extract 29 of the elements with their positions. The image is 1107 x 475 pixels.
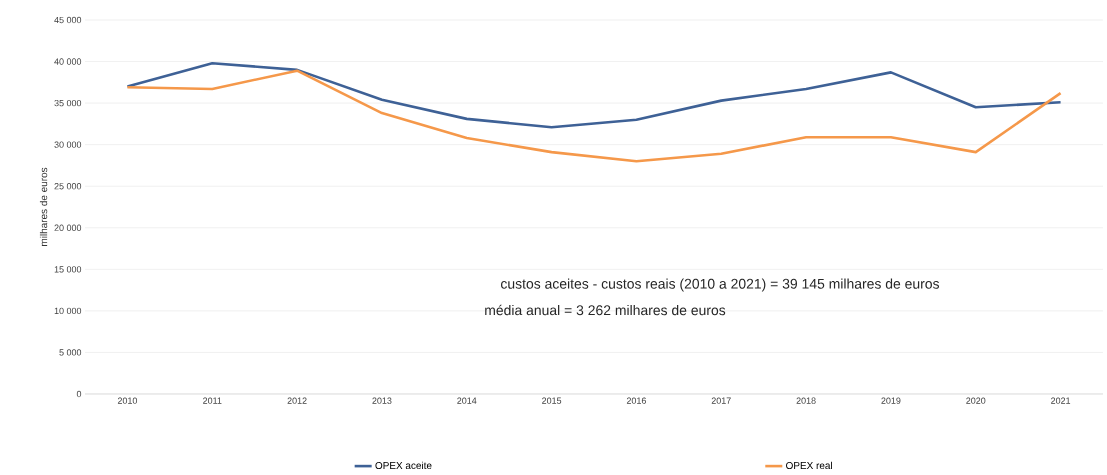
x-tick-label: 2020 — [966, 397, 986, 404]
legend-label: OPEX aceite — [375, 461, 432, 470]
y-tick-label: 30 000 — [54, 141, 82, 148]
x-tick-label: 2010 — [117, 397, 138, 404]
y-tick-label: 5 000 — [59, 349, 82, 356]
line-series — [126, 69, 1062, 163]
y-tick-label: 35 000 — [54, 99, 82, 107]
x-tick-label: 2012 — [287, 397, 307, 404]
x-tick-label: 2013 — [372, 397, 392, 404]
y-tick-label: 15 000 — [54, 266, 82, 273]
line-series — [126, 61, 1062, 129]
annotation: média anual = 3 262 milhares de euros — [485, 304, 726, 316]
x-tick-label: 2011 — [203, 397, 222, 404]
y-tick-label: 20 000 — [54, 224, 82, 231]
y-axis-title: milhares de euros — [39, 167, 48, 246]
x-tick-label: 2014 — [457, 397, 477, 404]
x-tick-label: 2017 — [711, 397, 731, 404]
y-tick-label: 40 000 — [54, 58, 82, 65]
y-tick-label: 45 000 — [54, 16, 82, 24]
x-tick-label: 2016 — [626, 397, 646, 404]
y-tick-label: 0 — [76, 390, 82, 398]
y-tick-label: 25 000 — [54, 183, 82, 190]
x-tick-label: 2019 — [881, 397, 901, 404]
x-tick-label: 2018 — [796, 397, 816, 404]
annotation: custos aceites - custos reais (2010 a 2021) = 39 145 milhares de euros — [500, 278, 940, 292]
x-tick-label: 2021 — [1051, 397, 1071, 404]
legend-label: OPEX real — [786, 461, 832, 470]
y-tick-label: 10 000 — [54, 307, 82, 315]
x-tick-label: 2015 — [542, 397, 562, 404]
